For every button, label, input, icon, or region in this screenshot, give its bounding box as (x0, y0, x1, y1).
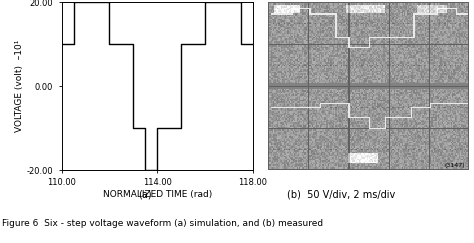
Text: (3147): (3147) (445, 164, 465, 168)
X-axis label: NORMALIZED TIME (rad): NORMALIZED TIME (rad) (102, 190, 212, 199)
Text: Figure 6  Six - step voltage waveform (a) simulation, and (b) measured: Figure 6 Six - step voltage waveform (a)… (2, 219, 323, 228)
Text: (b)  50 V/div, 2 ms/div: (b) 50 V/div, 2 ms/div (287, 190, 395, 200)
Y-axis label: VOLTAGE (volt)  –10¹: VOLTAGE (volt) –10¹ (15, 40, 24, 132)
Text: (a): (a) (138, 190, 151, 200)
